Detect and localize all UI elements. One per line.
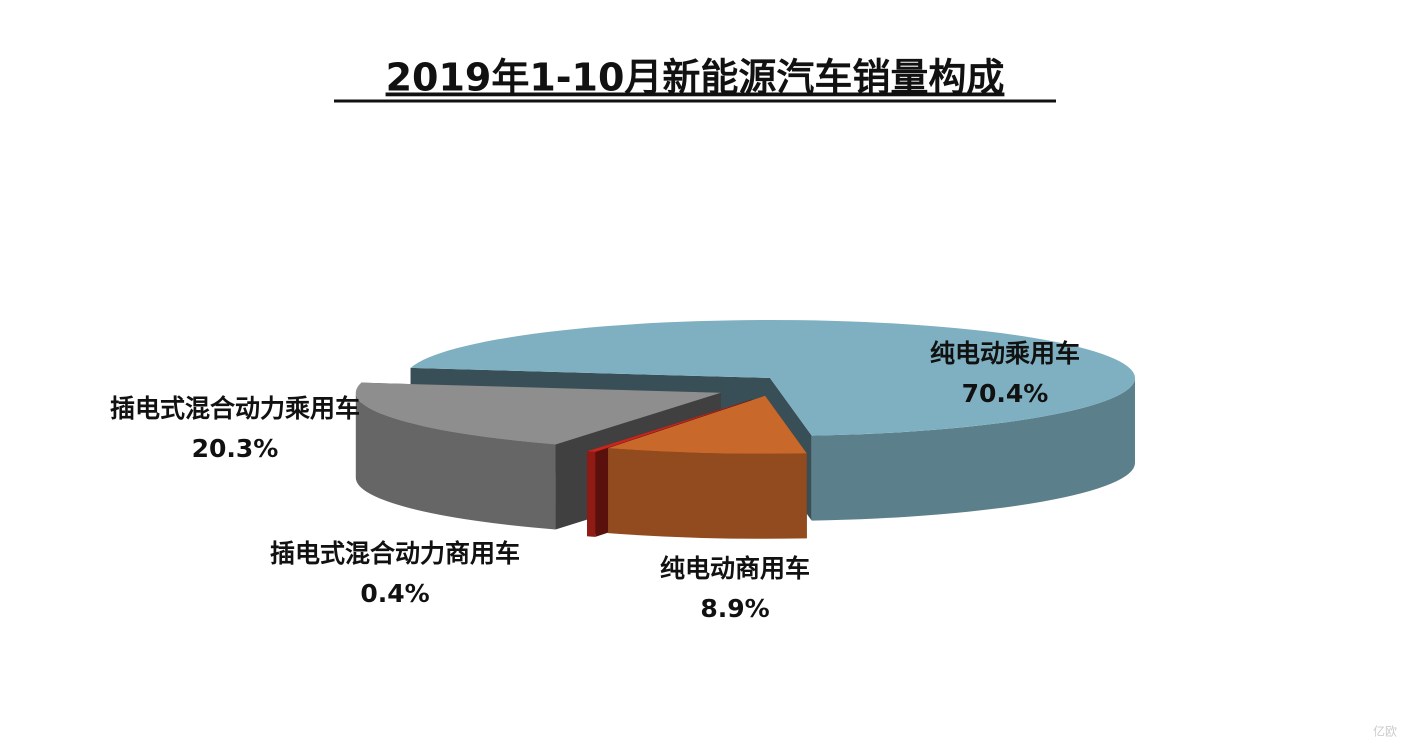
slice-value-label: 8.9% [700, 594, 769, 623]
slice-side [355, 392, 556, 530]
slice-label: 纯电动乘用车 [930, 339, 1080, 368]
pie-slice [410, 320, 1135, 436]
slice-side [811, 378, 1135, 521]
pie-slice [608, 395, 807, 454]
watermark: 亿欧 [1373, 724, 1397, 739]
slice-label: 插电式混合动力乘用车 [110, 394, 360, 423]
slice-side [608, 448, 807, 539]
slice-label: 插电式混合动力商用车 [270, 539, 520, 568]
slice-value-label: 0.4% [360, 579, 429, 608]
slice-side [587, 451, 596, 537]
chart-title: 2019年1-10月新能源汽车销量构成 [386, 56, 1005, 100]
pie-slice [587, 399, 753, 452]
slice-label: 纯电动商用车 [660, 554, 810, 583]
slice-group [608, 395, 807, 539]
pie-slice [355, 382, 721, 445]
pie [355, 320, 1135, 539]
slice-value-label: 70.4% [962, 379, 1049, 408]
slice-value-label: 20.3% [192, 434, 279, 463]
